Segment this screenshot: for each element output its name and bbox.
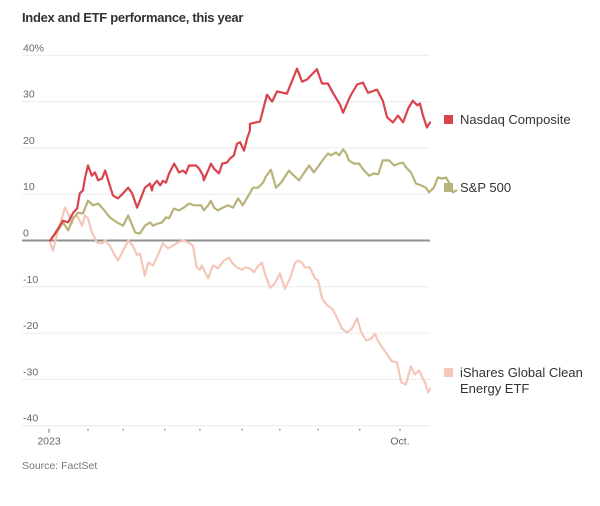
y-axis-labels: 40% 30 20 10 0 -10 -20 -30 -40: [23, 42, 44, 424]
legend-item: Nasdaq Composite: [444, 112, 571, 127]
y-tick-label: -20: [23, 320, 38, 332]
y-tick-label: 40%: [23, 42, 44, 54]
legend-label-line: Energy ETF: [460, 381, 529, 396]
legend-swatch: [444, 115, 453, 124]
legend-label: iShares Global Clean Energy ETF: [460, 365, 583, 396]
y-tick-label: 10: [23, 181, 35, 193]
source-note: Source: FactSet: [22, 460, 98, 472]
x-tick-label: 2023: [37, 436, 61, 448]
legend-item: S&P 500: [444, 180, 511, 195]
y-tick-label: 0: [23, 228, 29, 240]
series-lines: [49, 67, 458, 394]
legend-item: iShares Global Clean Energy ETF: [444, 365, 583, 396]
series-line-ishares-global-clean-energy-etf: [49, 206, 432, 394]
y-tick-label: 20: [23, 135, 35, 147]
legend-swatch: [444, 368, 453, 377]
legend-label: Nasdaq Composite: [460, 112, 571, 127]
x-tick-label: Oct.: [390, 436, 409, 448]
legend-label-line: iShares Global Clean: [460, 365, 583, 380]
gridlines: [22, 54, 430, 427]
legend-label: S&P 500: [460, 180, 511, 195]
legend-swatch: [444, 183, 453, 192]
y-tick-label: -40: [23, 413, 38, 425]
y-tick-label: -10: [23, 274, 38, 286]
series-line-nasdaq-composite: [49, 67, 432, 242]
x-axis: 2023 Oct.: [37, 428, 410, 448]
legend: Nasdaq Composite S&P 500 iShares Global Cl…: [444, 112, 583, 396]
series-line-s-p-500: [49, 148, 458, 242]
chart-title: Index and ETF performance, this year: [22, 10, 244, 25]
y-tick-label: 30: [23, 89, 35, 101]
y-tick-label: -30: [23, 366, 38, 378]
